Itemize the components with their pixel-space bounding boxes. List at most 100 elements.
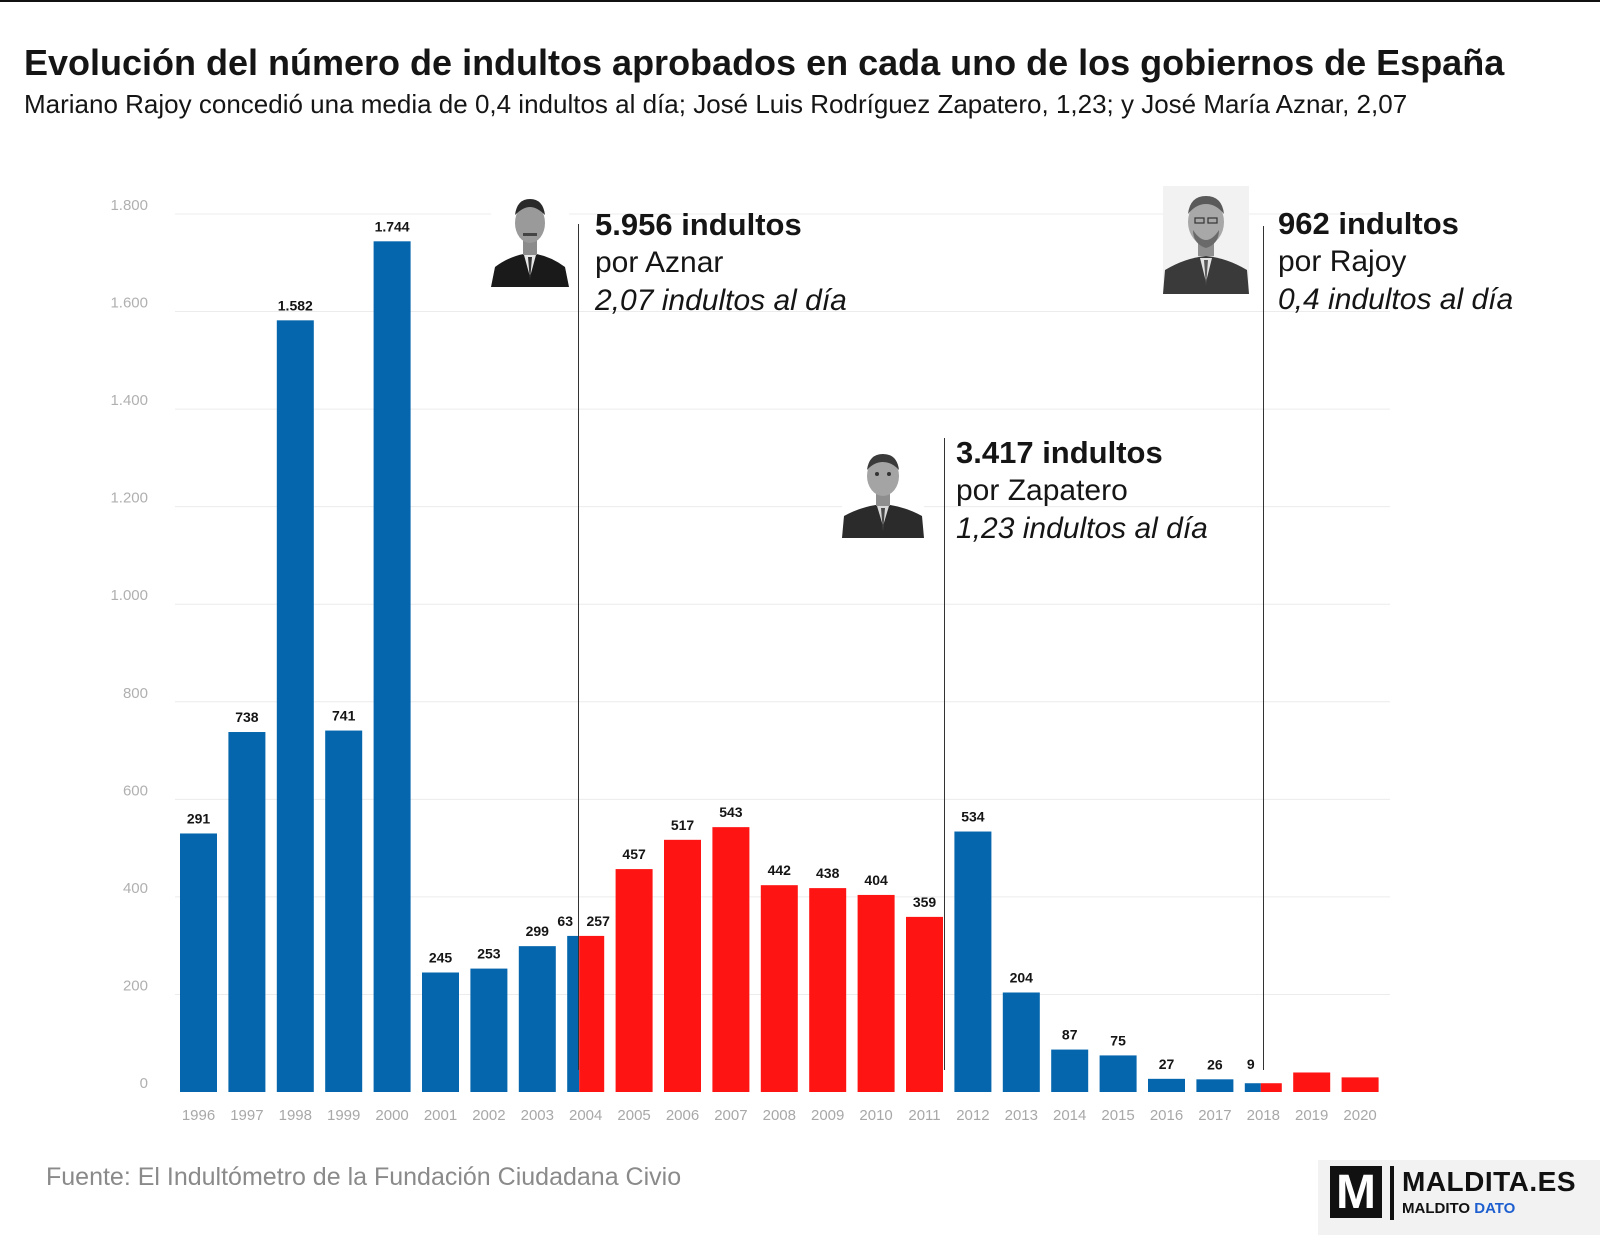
x-tick-label: 1998: [279, 1107, 312, 1124]
bar-1998: [276, 320, 314, 1092]
bar-2011: [906, 916, 943, 1092]
data-label: 299: [526, 923, 550, 939]
bar-2018-pp: [1244, 1083, 1261, 1092]
rajoy-total: 962 indultos: [1278, 206, 1459, 241]
x-tick-label: 1997: [230, 1107, 263, 1124]
bar-2004-pp: [567, 935, 580, 1092]
data-label: 257: [587, 913, 611, 929]
x-tick-label: 2020: [1343, 1107, 1376, 1124]
bar-2008: [760, 885, 798, 1092]
x-tick-label: 2014: [1053, 1107, 1086, 1124]
data-label: 27: [1159, 1056, 1175, 1072]
data-label: 442: [768, 862, 792, 878]
data-label: 291: [187, 810, 211, 826]
bar-1996: [180, 833, 217, 1092]
x-tick-label: 2013: [1005, 1107, 1038, 1124]
logo-name: MALDITA.ES: [1402, 1166, 1577, 1197]
top-rule: [0, 0, 1600, 2]
data-label: 1.582: [278, 297, 313, 313]
bar-2000: [373, 241, 411, 1092]
x-tick-label: 2001: [424, 1107, 457, 1124]
rajoy-rate: 0,4 indultos al día: [1278, 283, 1514, 316]
rajoy-label: por Rajoy: [1278, 245, 1407, 278]
y-tick-label: 1.200: [110, 490, 148, 507]
zapatero-label: por Zapatero: [956, 474, 1128, 507]
bar-2020: [1341, 1077, 1379, 1092]
x-tick-label: 2008: [763, 1107, 796, 1124]
data-label: 9: [1247, 1056, 1255, 1072]
zapatero-rate: 1,23 indultos al día: [956, 512, 1208, 545]
maldita-logo: M MALDITA.ES MALDITO DATO: [1318, 1160, 1600, 1235]
y-tick-label: 1.400: [110, 392, 148, 409]
zapatero-total: 3.417 indultos: [956, 435, 1163, 470]
bar-chart: 0 200 400 600 800 1.000 1.200 1.400 1.600 1.800 29…: [110, 197, 1390, 1124]
data-label: 204: [1010, 969, 1034, 985]
zapatero-divider-line: [944, 438, 945, 1070]
bar-2003: [518, 946, 556, 1092]
bar-2009: [809, 888, 847, 1092]
bar-2012: [954, 831, 992, 1092]
bar-2007: [712, 827, 750, 1092]
aznar-label: por Aznar: [595, 246, 724, 279]
bar-2001: [422, 972, 459, 1092]
bar-2017: [1196, 1079, 1234, 1092]
y-tick-label: 200: [123, 977, 148, 994]
rajoy-portrait: [1163, 186, 1249, 294]
x-tick-label: 2005: [617, 1107, 650, 1124]
y-tick-label: 800: [123, 685, 148, 702]
x-tick-label: 2010: [859, 1107, 892, 1124]
bar-1997: [228, 732, 266, 1092]
data-label: 26: [1207, 1056, 1223, 1072]
y-tick-label: 1.000: [110, 587, 148, 604]
bar-1999: [325, 730, 363, 1092]
data-label: 359: [913, 894, 937, 910]
data-label: 63: [557, 913, 573, 929]
x-tick-label: 2018: [1247, 1107, 1280, 1124]
data-label: 543: [719, 804, 743, 820]
x-tick-label: 2017: [1198, 1107, 1231, 1124]
data-label: 534: [961, 809, 985, 825]
data-label: 517: [671, 817, 695, 833]
logo-divider: [1390, 1166, 1394, 1220]
logo-mark: M: [1330, 1166, 1382, 1219]
chart-title: Evolución del número de indultos aprobad…: [24, 42, 1505, 83]
y-tick-label: 1.600: [110, 295, 148, 312]
aznar-portrait: [491, 193, 569, 287]
bar-2004-psoe: [579, 935, 605, 1092]
data-label: 438: [816, 865, 840, 881]
x-tick-label: 2012: [956, 1107, 989, 1124]
y-tick-label: 400: [123, 880, 148, 897]
x-tick-label: 2006: [666, 1107, 699, 1124]
bar-2002: [470, 968, 508, 1092]
data-label: 404: [864, 872, 888, 888]
x-tick-label: 2009: [811, 1107, 844, 1124]
bar-2015: [1099, 1055, 1137, 1092]
bar-2016: [1148, 1078, 1185, 1092]
data-label: 738: [235, 709, 259, 725]
logo-tagline: MALDITO DATO: [1402, 1200, 1515, 1217]
data-label: 1.744: [375, 218, 410, 234]
bar-2010: [857, 894, 895, 1092]
x-tick-label: 2016: [1150, 1107, 1183, 1124]
aznar-annotation: 5.956 indultos por Aznar 2,07 indultos a…: [595, 206, 847, 320]
source-note: Fuente: El Indultómetro de la Fundación …: [46, 1163, 682, 1191]
y-tick-label: 1.800: [110, 197, 148, 214]
y-tick-label: 0: [140, 1075, 148, 1092]
rajoy-divider-line: [1263, 226, 1264, 1070]
x-tick-label: 2000: [375, 1107, 408, 1124]
x-tick-label: 2015: [1101, 1107, 1134, 1124]
logo-tag-b: DATO: [1474, 1200, 1516, 1217]
data-label: 457: [622, 846, 646, 862]
data-label: 741: [332, 708, 356, 724]
x-tick-label: 2019: [1295, 1107, 1328, 1124]
aznar-rate: 2,07 indultos al día: [595, 284, 847, 317]
x-tick-label: 2002: [472, 1107, 505, 1124]
y-tick-label: 600: [123, 782, 148, 799]
data-label: 245: [429, 949, 453, 965]
x-tick-label: 2004: [569, 1107, 602, 1124]
x-tick-label: 2011: [908, 1107, 940, 1124]
x-tick-label: 2007: [714, 1107, 747, 1124]
data-label: 87: [1062, 1027, 1078, 1043]
rajoy-annotation: 962 indultos por Rajoy 0,4 indultos al d…: [1278, 205, 1513, 319]
bar-2005: [615, 869, 653, 1092]
